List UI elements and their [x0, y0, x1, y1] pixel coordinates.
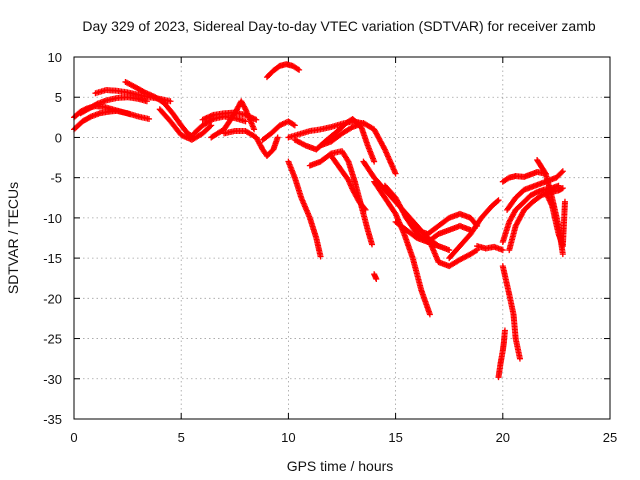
x-tick-label: 0: [70, 430, 77, 445]
data-series: [71, 61, 568, 381]
data-point: [499, 247, 506, 254]
data-point: [348, 124, 355, 131]
y-tick-label: -30: [43, 372, 62, 387]
series-arc-35: [542, 189, 568, 250]
series-arc-27: [474, 243, 506, 254]
data-point: [251, 126, 258, 133]
y-tick-label: -25: [43, 332, 62, 347]
y-tick-label: 0: [55, 130, 62, 145]
x-tick-label: 10: [281, 430, 295, 445]
data-point: [559, 251, 566, 258]
series-arc-25: [371, 271, 380, 283]
data-point: [294, 66, 301, 73]
data-point: [373, 276, 380, 283]
series-arc-14: [285, 158, 324, 260]
data-point: [274, 134, 281, 141]
y-tick-label: -35: [43, 412, 62, 427]
series-arc-9: [208, 98, 258, 141]
data-point: [93, 101, 100, 108]
x-axis-ticks: 0 5 10 15 20 25: [70, 57, 617, 445]
chart-title: Day 329 of 2023, Sidereal Day-to-day VTE…: [82, 18, 595, 34]
x-tick-label: 15: [388, 430, 402, 445]
data-point: [495, 197, 502, 204]
data-point: [207, 123, 214, 130]
data-point: [559, 185, 566, 192]
plot-frame: [73, 56, 611, 420]
x-tick-label: 5: [178, 430, 185, 445]
data-point: [561, 198, 568, 205]
data-point: [559, 168, 566, 175]
y-tick-label: -20: [43, 291, 62, 306]
y-tick-label: -10: [43, 211, 62, 226]
y-tick-label: 5: [55, 90, 62, 105]
data-point: [361, 205, 368, 212]
y-tick-label: -5: [50, 171, 62, 186]
series-arc-26: [446, 197, 502, 262]
data-point: [290, 121, 297, 128]
data-point: [472, 247, 479, 254]
data-point: [392, 170, 399, 177]
series-arc-15: [291, 115, 378, 165]
y-axis-ticks: 10 5 0 -5 -10 -15 -20 -25 -30 -35: [43, 50, 610, 427]
x-tick-label: 25: [603, 430, 617, 445]
data-point: [381, 145, 388, 152]
data-point: [558, 169, 565, 176]
grid: [74, 57, 610, 419]
series-arc-12: [263, 61, 303, 81]
data-point: [146, 115, 153, 122]
data-point: [253, 116, 260, 123]
data-point: [426, 311, 433, 318]
series-arc-11: [259, 118, 298, 143]
y-tick-label: -15: [43, 251, 62, 266]
series-arc-24: [426, 239, 481, 270]
data-point: [296, 66, 303, 73]
data-point: [301, 141, 308, 148]
series-arc-8: [199, 109, 260, 123]
data-point: [362, 206, 369, 213]
data-point: [494, 198, 501, 205]
series-arc-28: [499, 263, 523, 362]
data-point: [317, 253, 324, 260]
data-point: [541, 169, 548, 176]
data-point: [369, 241, 376, 248]
series-arc-16: [306, 148, 376, 248]
data-point: [167, 98, 174, 105]
data-point: [241, 104, 248, 111]
series-arc-17: [317, 119, 399, 177]
data-point: [291, 122, 298, 129]
data-point: [371, 158, 378, 165]
series-arc-20: [371, 178, 433, 318]
data-point: [344, 157, 351, 164]
data-point: [86, 114, 93, 121]
series-arc-10: [221, 128, 281, 159]
series-arc-18: [328, 152, 369, 213]
data-point: [501, 327, 508, 334]
series-arc-6: [156, 106, 215, 143]
series-arc-29: [495, 327, 508, 381]
y-tick-label: 10: [48, 50, 62, 65]
data-point: [446, 247, 453, 254]
y-axis-label: SDTVAR / TECUs: [5, 182, 21, 294]
x-axis-label: GPS time / hours: [287, 458, 394, 474]
data-point: [516, 355, 523, 362]
x-tick-label: 20: [496, 430, 510, 445]
